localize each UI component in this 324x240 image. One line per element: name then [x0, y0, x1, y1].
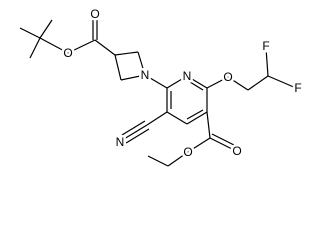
bond — [39, 19, 53, 39]
bond — [189, 81, 204, 91]
bond — [121, 120, 146, 136]
bond — [186, 109, 204, 120]
bond — [39, 37, 69, 54]
bonds — [19, 16, 297, 167]
atom-label: F — [294, 81, 301, 95]
bond — [19, 27, 41, 39]
atom-label: O — [183, 145, 192, 159]
bond — [114, 51, 139, 56]
atom-label: O — [63, 46, 72, 60]
bond — [186, 75, 208, 89]
atom-label: O — [232, 144, 241, 158]
atom-label: O — [223, 70, 232, 84]
bond — [209, 137, 235, 151]
bond — [137, 51, 146, 76]
atom-label: N — [141, 68, 150, 82]
atom-label: N — [183, 69, 192, 83]
bond — [94, 39, 116, 56]
bond — [166, 75, 188, 89]
bond — [146, 111, 168, 126]
bond — [265, 47, 269, 77]
atom-labels: O O N N O F F N O O — [61, 5, 304, 162]
bond — [167, 151, 189, 167]
atom-label: N — [116, 135, 125, 149]
bond — [267, 75, 297, 89]
bond — [144, 74, 168, 89]
atom-label: F — [262, 39, 269, 53]
atom-label: O — [90, 7, 99, 21]
bond — [67, 39, 96, 54]
bond — [187, 137, 211, 153]
bond — [29, 37, 41, 59]
bond — [206, 111, 211, 139]
bond — [166, 111, 188, 125]
bond — [147, 155, 169, 167]
molecule-diagram: O O N N O F F N O O — [19, 5, 304, 167]
bond — [114, 54, 122, 81]
bond — [120, 74, 146, 81]
bond — [123, 124, 148, 140]
bond — [247, 75, 269, 91]
bond — [211, 133, 237, 147]
bond — [186, 111, 208, 125]
bond — [206, 76, 229, 89]
bond — [227, 76, 249, 91]
bond — [125, 128, 150, 144]
